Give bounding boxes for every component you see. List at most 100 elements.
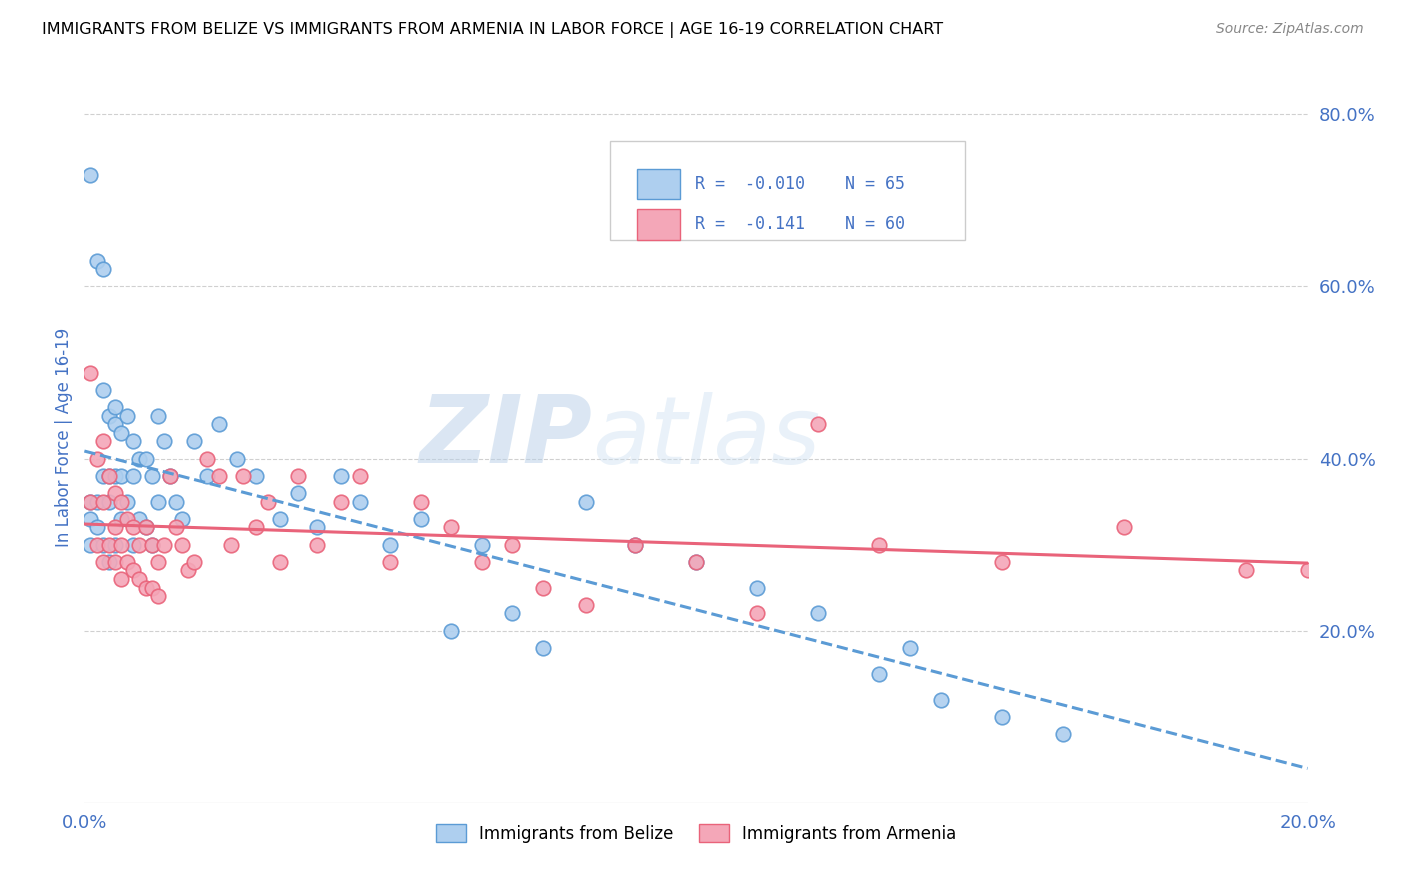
Point xyxy=(97,468,120,483)
Point xyxy=(104,400,127,414)
Point xyxy=(807,607,830,621)
Point xyxy=(110,468,132,483)
Point xyxy=(159,468,181,483)
Point xyxy=(349,468,371,483)
Text: R =  -0.141    N = 60: R = -0.141 N = 60 xyxy=(695,215,904,233)
Point xyxy=(177,564,200,578)
Point xyxy=(79,168,101,182)
Point xyxy=(183,434,205,449)
Point xyxy=(440,624,463,638)
Point xyxy=(685,555,707,569)
Point xyxy=(122,520,145,534)
Point xyxy=(502,538,524,552)
Point xyxy=(86,253,108,268)
Point xyxy=(232,468,254,483)
Point xyxy=(135,520,157,534)
Point xyxy=(269,555,291,569)
Point xyxy=(79,512,101,526)
Point xyxy=(898,640,921,655)
Point xyxy=(440,520,463,534)
Point xyxy=(104,538,127,552)
Point xyxy=(104,555,127,569)
Point xyxy=(115,512,138,526)
Point xyxy=(86,494,108,508)
Point xyxy=(257,494,280,508)
Text: IMMIGRANTS FROM BELIZE VS IMMIGRANTS FROM ARMENIA IN LABOR FORCE | AGE 16-19 COR: IMMIGRANTS FROM BELIZE VS IMMIGRANTS FRO… xyxy=(42,22,943,38)
Point xyxy=(110,494,132,508)
Point xyxy=(79,494,101,508)
Point xyxy=(929,692,952,706)
Point xyxy=(128,451,150,466)
Point xyxy=(1296,564,1319,578)
Point xyxy=(91,538,114,552)
Point xyxy=(195,451,218,466)
FancyBboxPatch shape xyxy=(610,141,965,240)
Point xyxy=(471,555,494,569)
Point xyxy=(380,538,402,552)
Point xyxy=(287,486,309,500)
Point xyxy=(471,538,494,552)
Point xyxy=(869,538,891,552)
Point xyxy=(409,512,432,526)
Point xyxy=(146,409,169,423)
Point xyxy=(208,417,231,432)
Point xyxy=(172,538,194,552)
Point xyxy=(146,555,169,569)
Point xyxy=(502,607,524,621)
Point xyxy=(128,512,150,526)
Point xyxy=(245,468,267,483)
Point xyxy=(122,564,145,578)
Point xyxy=(807,417,830,432)
Point xyxy=(122,538,145,552)
Point xyxy=(195,468,218,483)
Point xyxy=(79,366,101,380)
Point xyxy=(409,494,432,508)
Point xyxy=(330,468,353,483)
Point xyxy=(153,434,176,449)
Point xyxy=(991,710,1014,724)
Point xyxy=(208,468,231,483)
Point xyxy=(79,494,101,508)
Point xyxy=(86,451,108,466)
Point xyxy=(135,451,157,466)
Point xyxy=(122,468,145,483)
Y-axis label: In Labor Force | Age 16-19: In Labor Force | Age 16-19 xyxy=(55,327,73,547)
Point xyxy=(226,451,249,466)
Text: ZIP: ZIP xyxy=(419,391,592,483)
Point xyxy=(97,494,120,508)
Point xyxy=(153,538,176,552)
Point xyxy=(1236,564,1258,578)
Point xyxy=(165,520,187,534)
Point xyxy=(531,581,554,595)
Point xyxy=(141,538,163,552)
Point xyxy=(128,538,150,552)
Point xyxy=(86,538,108,552)
Point xyxy=(183,555,205,569)
Point xyxy=(91,468,114,483)
Point xyxy=(575,494,598,508)
Point xyxy=(159,468,181,483)
Point xyxy=(97,468,120,483)
Point xyxy=(104,417,127,432)
Point xyxy=(685,555,707,569)
Point xyxy=(1052,727,1074,741)
Point xyxy=(624,538,647,552)
Point xyxy=(146,589,169,603)
Point xyxy=(380,555,402,569)
Point xyxy=(575,598,598,612)
Point xyxy=(165,494,187,508)
Point xyxy=(330,494,353,508)
Point xyxy=(115,494,138,508)
Point xyxy=(110,425,132,440)
Point xyxy=(135,520,157,534)
Point xyxy=(115,555,138,569)
FancyBboxPatch shape xyxy=(637,169,681,200)
Point xyxy=(135,581,157,595)
Point xyxy=(91,262,114,277)
Point xyxy=(91,434,114,449)
Point xyxy=(110,572,132,586)
Point xyxy=(219,538,242,552)
Point xyxy=(86,520,108,534)
Point xyxy=(305,538,328,552)
Point xyxy=(104,486,127,500)
